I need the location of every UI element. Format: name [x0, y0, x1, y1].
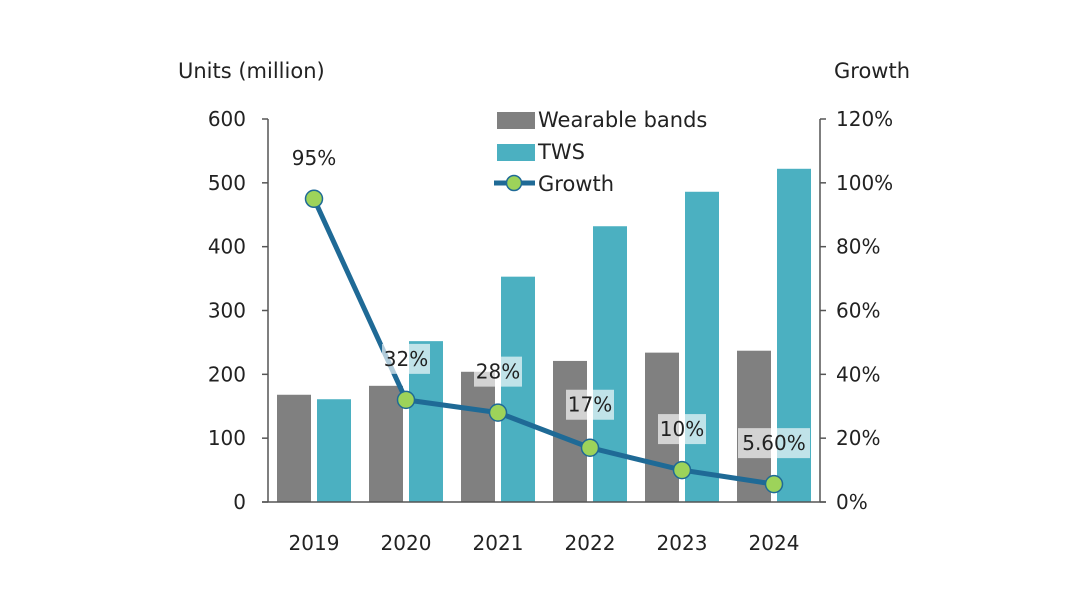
- growth-label-2022: 17%: [568, 393, 612, 417]
- bar-wearable-bands-2022: [553, 360, 587, 502]
- bar-tws-2023: [685, 191, 719, 502]
- legend-swatch-growth-marker: [505, 174, 523, 192]
- growth-label-2023: 10%: [660, 417, 704, 441]
- legend-swatch-tws: [497, 144, 535, 161]
- axes-layer: 2019 2020 2021 2022 2023 2024 0 100 200 300 400 500…: [208, 107, 893, 555]
- growth-marker-2019: [304, 189, 324, 209]
- y-tick-label-300: 300: [208, 299, 246, 323]
- x-tick-label-2023: 2023: [657, 531, 708, 555]
- bar-wearable-bands-2020: [369, 385, 403, 502]
- bar-wearable-bands-2019: [277, 394, 311, 502]
- legend-swatch-wearable-bands: [497, 112, 535, 129]
- growth-label-bg-2023: [658, 414, 706, 445]
- y2-tick-label-0: 0%: [836, 490, 868, 514]
- x-tick-label-2020: 2020: [381, 531, 432, 555]
- y2-tick-label-2: 40%: [836, 362, 880, 386]
- x-tick-label-2022: 2022: [565, 531, 616, 555]
- y2-tick-label-5: 100%: [836, 171, 893, 195]
- growth-label-2019: 95%: [292, 146, 336, 170]
- y-axis-title: Units (million): [178, 59, 325, 83]
- growth-label-bg-2020: [382, 343, 430, 374]
- y-tick-label-600: 600: [208, 107, 246, 131]
- bar-wearable-bands-2021: [461, 371, 495, 502]
- bars-layer: [277, 168, 811, 503]
- growth-label-bg-2022: [566, 389, 614, 420]
- x-tick-label-2024: 2024: [749, 531, 800, 555]
- legend-label-tws: TWS: [537, 140, 585, 164]
- growth-marker-2021: [488, 403, 508, 422]
- x-tick-label-2021: 2021: [473, 531, 524, 555]
- bar-tws-2022: [593, 226, 627, 503]
- y2-tick-label-3: 60%: [836, 299, 880, 323]
- legend: Wearable bands TWS Growth: [494, 108, 707, 196]
- y-tick-label-400: 400: [208, 235, 246, 259]
- y2-tick-label-6: 120%: [836, 107, 893, 131]
- legend-label-growth: Growth: [538, 172, 614, 196]
- growth-line-layer: 95% 32% 28% 17% 10% 5.60%: [292, 146, 810, 494]
- legend-label-wearable-bands: Wearable bands: [538, 108, 707, 132]
- y2-tick-label-1: 20%: [836, 426, 880, 450]
- growth-label-bg-2024: [738, 428, 810, 459]
- growth-marker-2023: [672, 460, 692, 480]
- y2-axis-title: Growth: [834, 59, 910, 83]
- bar-tws-2019: [317, 399, 351, 502]
- growth-label-2024: 5.60%: [742, 431, 806, 455]
- growth-marker-2020: [396, 390, 416, 410]
- y2-tick-label-4: 80%: [836, 235, 880, 259]
- bar-wearable-bands-2024: [737, 350, 771, 502]
- y-tick-label-100: 100: [208, 426, 246, 450]
- y-tick-label-500: 500: [208, 171, 246, 195]
- growth-label-2021: 28%: [476, 360, 520, 384]
- growth-label-bg-2021: [474, 356, 522, 387]
- growth-marker-2024: [764, 474, 784, 494]
- bar-tws-2021: [501, 276, 535, 502]
- x-tick-label-2019: 2019: [289, 531, 340, 555]
- growth-marker-2022: [580, 438, 600, 457]
- growth-label-2020: 32%: [384, 347, 428, 371]
- y-tick-label-0: 0: [233, 490, 246, 514]
- y-tick-label-200: 200: [208, 362, 246, 386]
